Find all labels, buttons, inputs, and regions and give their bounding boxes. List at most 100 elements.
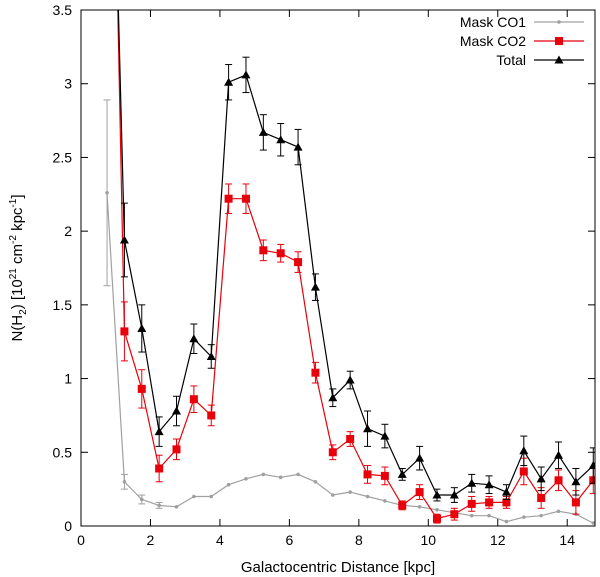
data-point-mask-co2 <box>294 258 303 267</box>
data-point-mask-co1 <box>556 509 561 514</box>
data-point-mask-co2 <box>172 445 181 454</box>
data-point-mask-co2 <box>589 476 595 485</box>
data-point-mask-co2 <box>415 488 424 497</box>
data-point-mask-co1 <box>365 494 370 499</box>
data-point-mask-co1 <box>539 513 543 518</box>
data-point-mask-co1 <box>244 477 248 481</box>
data-point-mask-co1 <box>487 513 491 518</box>
data-point-total <box>276 135 286 144</box>
y-tick-label: 1.5 <box>53 297 73 313</box>
x-tick-label: 10 <box>421 532 437 548</box>
data-point-mask-co2 <box>241 194 250 203</box>
data-point-mask-co2 <box>137 384 146 393</box>
y-tick-label: 0 <box>64 518 72 534</box>
data-point-total <box>363 424 373 433</box>
x-tick-label: 4 <box>216 532 224 548</box>
data-point-mask-co1 <box>417 505 422 509</box>
data-point-mask-co2 <box>189 395 198 404</box>
data-point-total <box>536 474 546 483</box>
data-point-mask-co2 <box>328 448 337 457</box>
data-point-total <box>415 453 425 462</box>
data-point-total <box>189 334 199 343</box>
data-point-mask-co1 <box>174 505 179 509</box>
series-layer <box>103 10 595 525</box>
data-point-total <box>154 427 164 436</box>
data-point-mask-co1 <box>383 499 387 503</box>
data-point-total <box>519 446 529 455</box>
series-total <box>117 10 595 503</box>
data-point-total <box>397 469 407 478</box>
data-point-mask-co2 <box>554 476 563 485</box>
legend-marker-total <box>554 55 564 64</box>
y-tick-label: 3.5 <box>53 2 73 18</box>
data-point-mask-co2 <box>311 368 320 377</box>
x-tick-label: 2 <box>147 532 155 548</box>
data-point-total <box>554 450 564 459</box>
data-point-mask-co2 <box>571 498 580 507</box>
y-tick-label: 2 <box>64 223 72 239</box>
data-point-total <box>484 480 494 489</box>
data-point-mask-co2 <box>519 467 528 476</box>
tick-labels: 0 2 4 6 8 10 12 14 0 0.5 1 1.5 2 2.5 3 3.5 <box>53 2 576 548</box>
legend-label-mask-co1: Mask CO1 <box>460 14 526 30</box>
data-point-mask-co1 <box>105 191 109 195</box>
y-title-h-sub: 2 <box>18 309 29 315</box>
data-point-total <box>571 477 581 486</box>
data-point-total <box>119 235 129 244</box>
data-point-mask-co1 <box>504 519 509 524</box>
y-title-close: ] <box>9 194 26 198</box>
data-point-mask-co1 <box>122 479 127 484</box>
data-point-mask-co1 <box>330 493 335 497</box>
y-title-cm-exp: -2 <box>8 235 19 244</box>
data-point-mask-co1 <box>278 475 283 480</box>
data-point-total <box>224 77 234 86</box>
data-point-total <box>310 282 320 291</box>
x-axis-title: Galactocentric Distance [kpc] <box>241 559 435 576</box>
data-point-mask-co2 <box>259 246 268 255</box>
data-point-total <box>380 431 390 440</box>
y-title-kpc: kpc <box>9 207 26 235</box>
legend-marker-mask-co2 <box>555 37 563 45</box>
data-point-mask-co1 <box>139 497 144 502</box>
x-tick-label: 14 <box>559 532 575 548</box>
data-point-total <box>293 142 303 151</box>
y-tick-label: 0.5 <box>53 444 73 460</box>
data-point-mask-co2 <box>346 435 355 444</box>
data-point-total <box>328 393 338 402</box>
data-point-mask-co1 <box>261 472 266 477</box>
data-point-total <box>588 461 595 470</box>
data-point-total <box>172 406 182 415</box>
data-point-mask-co1 <box>226 482 231 487</box>
y-title-n: N(H <box>9 315 26 342</box>
data-point-total <box>137 323 147 332</box>
data-point-mask-co1 <box>591 521 595 525</box>
data-point-mask-co2 <box>467 499 476 508</box>
data-point-total <box>345 375 355 384</box>
x-tick-label: 0 <box>77 532 85 548</box>
data-point-total <box>241 70 251 79</box>
x-tick-label: 12 <box>490 532 506 548</box>
data-point-mask-co2 <box>120 327 129 336</box>
data-point-total <box>501 487 511 496</box>
y-title-kpc-exp: -1 <box>8 198 19 207</box>
y-title-exp: 21 <box>8 268 19 280</box>
legend-label-mask-co2: Mask CO2 <box>460 33 526 49</box>
data-point-mask-co1 <box>209 494 214 499</box>
data-point-total <box>206 351 216 360</box>
legend-marker-mask-co1 <box>557 20 561 24</box>
data-point-total <box>449 490 459 499</box>
plot-frame <box>80 9 596 527</box>
data-point-mask-co2 <box>450 510 459 519</box>
data-point-mask-co2 <box>207 411 216 420</box>
data-point-mask-co1 <box>296 472 300 477</box>
data-point-total <box>258 127 268 136</box>
data-point-mask-co2 <box>537 493 546 502</box>
y-tick-label: 1 <box>64 371 72 387</box>
data-point-mask-co2 <box>485 498 494 507</box>
y-tick-label: 3 <box>64 76 72 92</box>
legend-label-total: Total <box>496 52 526 68</box>
data-point-mask-co2 <box>155 464 164 473</box>
data-point-mask-co2 <box>502 498 511 507</box>
data-point-mask-co1 <box>192 494 196 499</box>
